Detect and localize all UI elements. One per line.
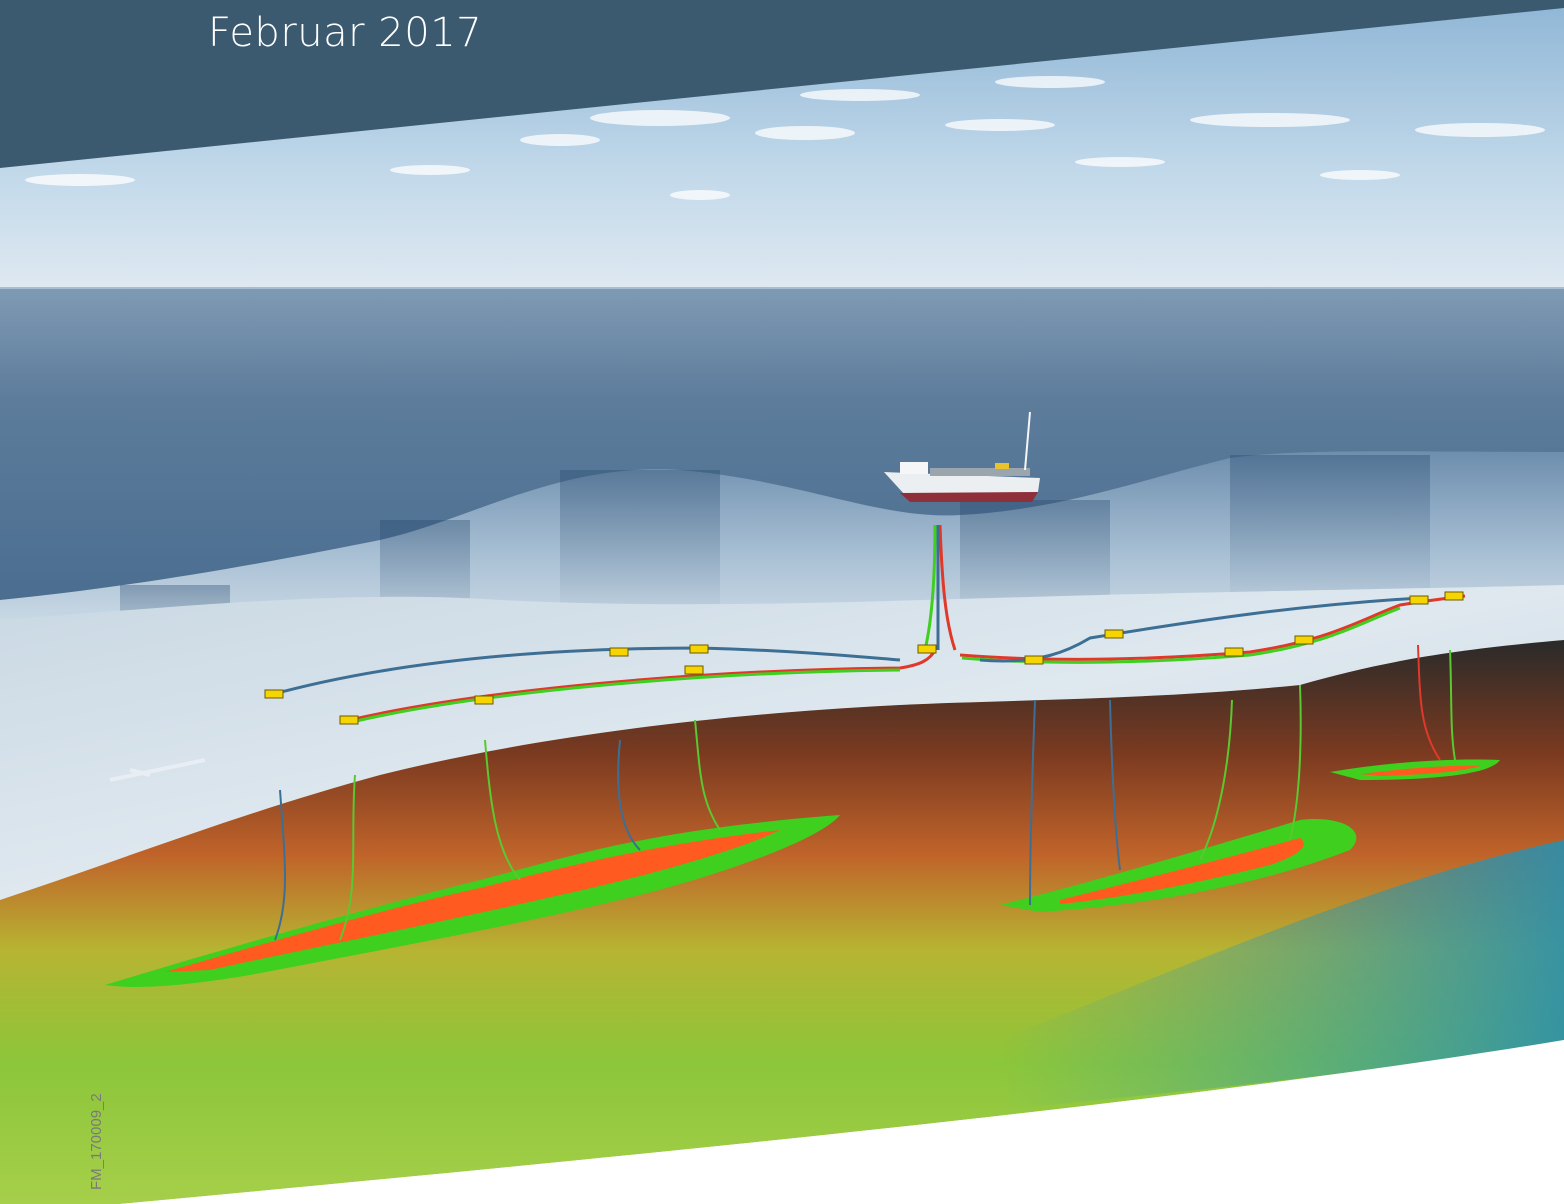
- header-band: [0, 0, 1564, 168]
- templates: [264, 591, 1464, 725]
- document-date: Februar 2017: [208, 10, 483, 56]
- fpso-vessel-icon: [884, 411, 1040, 502]
- wells: [274, 644, 1456, 941]
- figure-code-label: FM_170009_2: [88, 1093, 105, 1190]
- clouds: [25, 76, 1545, 200]
- north-arrow-icon: [109, 758, 206, 782]
- reservoirs: [105, 759, 1500, 987]
- risers: [923, 524, 957, 651]
